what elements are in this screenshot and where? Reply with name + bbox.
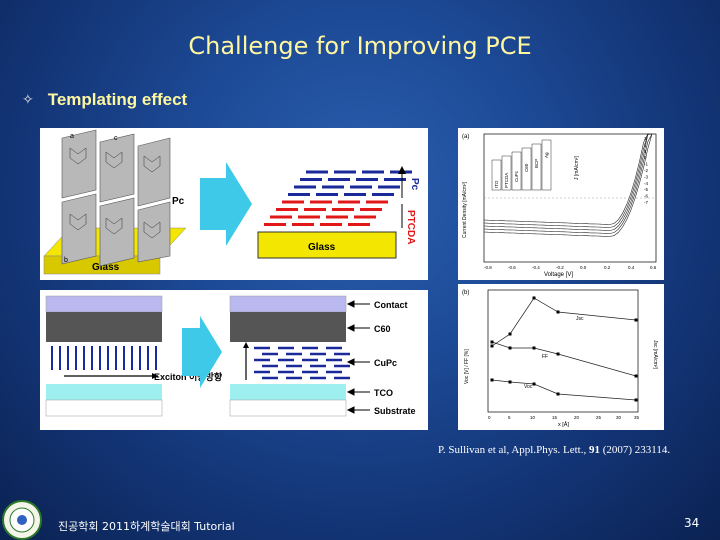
- vs-x-point: [490, 340, 494, 344]
- svg-text:FF: FF: [542, 354, 548, 360]
- label-c60: C60: [374, 324, 391, 334]
- jv-y-tick: -5: [644, 187, 648, 192]
- svg-text:35: 35: [634, 415, 640, 420]
- jv-curve: [483, 133, 653, 234]
- diamond-star-bullet-icon: ✧: [22, 92, 34, 108]
- svg-text:(b): (b): [462, 290, 469, 296]
- glass-slab-right: [257, 231, 397, 259]
- svg-text:-0.6: -0.6: [508, 265, 516, 270]
- vs-x-point: [634, 318, 638, 322]
- jv-curve: [483, 133, 652, 228]
- vs-x-point: [556, 352, 560, 356]
- vs-x-point: [556, 310, 560, 314]
- templating-diagram: Glass a c b Pc Glass Pc PTCDA: [40, 128, 428, 280]
- vs-x-point: [556, 392, 560, 396]
- vs-x-point: [532, 296, 536, 300]
- vs-x-point: [508, 332, 512, 336]
- label-substrate: Substrate: [374, 406, 416, 416]
- svg-text:Jsc [mA/cm²]: Jsc [mA/cm²]: [652, 340, 658, 369]
- bullet-text: Templating effect: [47, 90, 188, 109]
- svg-text:0.2: 0.2: [604, 265, 611, 270]
- jv-y-tick: -1: [644, 162, 648, 167]
- jv-curves: [483, 133, 653, 237]
- svg-text:BCP: BCP: [534, 159, 539, 168]
- parameter-vs-thickness-plot: (b) Voc [V] / FF [%] Jsc [mA/cm²] x [Å] …: [458, 284, 664, 430]
- jv-curve: [483, 133, 653, 231]
- page-number: 34: [684, 516, 700, 530]
- jv-y-tick: -7: [644, 200, 648, 205]
- svg-text:0.6: 0.6: [650, 265, 657, 270]
- glass-label-left: Glass: [92, 262, 120, 273]
- bullet-item: ✧ Templating effect: [22, 90, 187, 110]
- right-arrow-icon: [200, 162, 252, 246]
- vertical-pc-molecules: [51, 346, 157, 370]
- pc-label-molecule: Pc: [172, 196, 185, 207]
- label-contact: Contact: [374, 300, 408, 310]
- society-seal-logo-icon: [2, 500, 42, 540]
- jv-plot: (a) Current Density [mA/cm²] Voltage [V]…: [458, 128, 664, 280]
- vs-x-line: [491, 379, 637, 401]
- jv-y-tick: -3: [644, 174, 648, 179]
- svg-text:25: 25: [596, 415, 602, 420]
- svg-text:Current Density [mA/cm²]: Current Density [mA/cm²]: [462, 181, 468, 238]
- vs-x-point: [508, 346, 512, 350]
- vs-x-point: [532, 382, 536, 386]
- jv-curve: [483, 133, 653, 237]
- vs-x-line: [491, 341, 637, 377]
- pc-label-stack: Pc: [409, 178, 420, 191]
- svg-text:C60: C60: [524, 163, 529, 172]
- vs-x-point: [532, 346, 536, 350]
- footer-text: 진공학회 2011하계학술대회 Tutorial: [58, 520, 235, 533]
- vs-x-point: [490, 344, 494, 348]
- right-arrow-icon: [182, 316, 222, 388]
- svg-text:PTCDA: PTCDA: [504, 173, 509, 188]
- svg-text:Voc [V] / FF [%]: Voc [V] / FF [%]: [464, 349, 470, 384]
- horizontal-pc-molecules: [254, 346, 350, 380]
- svg-text:Jsc: Jsc: [576, 316, 584, 322]
- vs-x-line: [491, 297, 637, 347]
- svg-text:J [mA/cm²]: J [mA/cm²]: [574, 156, 580, 180]
- slide-title: Challenge for Improving PCE: [188, 32, 532, 60]
- svg-text:-0.8: -0.8: [484, 265, 492, 270]
- layer-stack: [264, 170, 412, 226]
- svg-text:0.4: 0.4: [628, 265, 635, 270]
- svg-text:20: 20: [574, 415, 580, 420]
- svg-text:b: b: [64, 257, 68, 264]
- svg-text:ITO: ITO: [494, 180, 499, 188]
- svg-text:0.0: 0.0: [580, 265, 587, 270]
- svg-text:5: 5: [508, 415, 511, 420]
- vs-x-point: [634, 398, 638, 402]
- label-cupc: CuPc: [374, 358, 397, 368]
- jv-curve: [483, 133, 652, 225]
- svg-text:0: 0: [488, 415, 491, 420]
- svg-text:30: 30: [616, 415, 622, 420]
- svg-text:(a): (a): [462, 134, 469, 140]
- svg-text:c: c: [114, 135, 118, 142]
- svg-text:x [Å]: x [Å]: [558, 421, 569, 428]
- svg-text:a: a: [70, 133, 74, 140]
- svg-text:Voltage [V]: Voltage [V]: [544, 272, 573, 278]
- vs-x-point: [508, 380, 512, 384]
- jv-y-tick: -6: [644, 194, 648, 199]
- ptcda-label: PTCDA: [405, 210, 416, 244]
- vs-x-point: [634, 374, 638, 378]
- svg-text:CuPc: CuPc: [514, 170, 519, 182]
- device-diagram: Exciton 이동방향 Contact C60 CuPc TCO Substr…: [40, 290, 428, 430]
- svg-text:-0.2: -0.2: [556, 265, 564, 270]
- svg-text:Voc: Voc: [524, 384, 533, 390]
- jv-y-tick: -4: [644, 181, 648, 186]
- svg-text:Ag: Ag: [544, 152, 549, 158]
- citation: P. Sullivan et al, Appl.Phys. Lett., 91 …: [438, 444, 671, 456]
- svg-text:-0.4: -0.4: [532, 265, 540, 270]
- glass-label-right: Glass: [308, 242, 336, 253]
- jv-y-tick: -2: [644, 168, 648, 173]
- vs-x-point: [490, 378, 494, 382]
- svg-text:10: 10: [530, 415, 536, 420]
- svg-text:15: 15: [552, 415, 558, 420]
- vs-x-series: [490, 296, 638, 402]
- label-tco: TCO: [374, 388, 393, 398]
- exciton-label: Exciton 이동방향: [154, 371, 223, 382]
